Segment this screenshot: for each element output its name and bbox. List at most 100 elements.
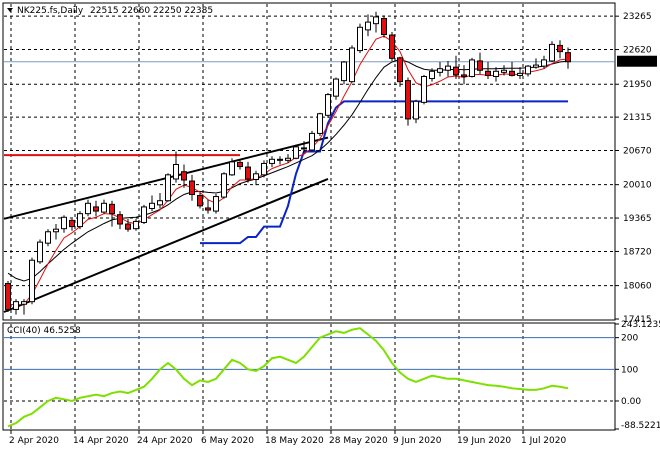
y-tick-label: 20670 <box>623 146 652 156</box>
price-axis: 23265 22620 21950 21315 20670 20010 19365 18720… <box>615 12 652 325</box>
candle-bull <box>85 202 91 215</box>
candle-bull <box>445 65 451 71</box>
candle-bear <box>565 52 571 63</box>
support-step-line <box>200 100 568 245</box>
cci-y-tick-label: 0.00 <box>621 397 641 407</box>
candle-bull <box>525 65 531 75</box>
candle-bull <box>501 69 507 73</box>
symbol-label: NK225.fs,Daily <box>17 6 84 16</box>
candle-bull <box>469 59 475 77</box>
grid <box>4 4 614 319</box>
candle-bull <box>141 206 147 223</box>
candle-bear <box>389 34 395 59</box>
candle-bull <box>421 75 427 103</box>
candle-bear <box>109 203 115 215</box>
candle-bull <box>317 113 323 134</box>
candle-bear <box>93 206 99 212</box>
candle-bear <box>125 223 131 230</box>
current-price-tag <box>617 55 657 67</box>
candle-bear <box>461 74 467 77</box>
candle-bull <box>437 68 443 73</box>
candle-bull <box>325 94 331 116</box>
cci-y-tick-label: -88.5221 <box>621 421 660 431</box>
candle-bear <box>69 219 75 228</box>
cci-line <box>7 327 569 428</box>
x-tick-label: 19 Jun 2020 <box>457 436 511 446</box>
candle-bear <box>301 147 307 150</box>
y-tick-label: 18060 <box>623 282 652 292</box>
candle-bull <box>269 158 275 164</box>
candle-bear <box>189 180 195 196</box>
candle-bull <box>309 132 315 151</box>
candle-bear <box>181 171 187 181</box>
candle-bull <box>61 216 67 230</box>
lower-trendline <box>3 178 329 313</box>
symbol-triangle-icon[interactable] <box>7 8 13 12</box>
cci-y-tick-label: 243.1235 <box>621 320 660 330</box>
candle-bull <box>349 47 355 83</box>
candle-bull <box>253 173 259 180</box>
candle-bull <box>293 146 299 159</box>
candle-bull <box>21 301 27 305</box>
candle-bull <box>493 70 499 77</box>
cci-level-lines <box>4 337 614 402</box>
x-tick-label: 28 May 2020 <box>329 436 388 446</box>
candle-bull <box>333 78 339 97</box>
candle-bull <box>213 196 219 212</box>
main-panel-frame <box>2 2 616 321</box>
candle-bull <box>45 231 51 244</box>
candle-bear <box>405 80 411 120</box>
candle-bear <box>117 214 123 225</box>
cci-y-tick-label: 200 <box>621 334 638 344</box>
y-tick-label: 17415 <box>623 315 652 325</box>
candle-bull <box>229 161 235 176</box>
date-axis: 2 Apr 2020 14 Apr 2020 24 Apr 2020 6 May 20… <box>9 430 566 446</box>
candle-bull <box>261 162 267 176</box>
candle-bear <box>237 161 243 168</box>
x-tick-label: 14 Apr 2020 <box>73 436 129 446</box>
candle-bull <box>533 64 539 68</box>
candle-bear <box>5 283 11 310</box>
candle-bull <box>157 200 163 206</box>
candle-bull <box>29 259 35 303</box>
candle-bull <box>429 70 435 80</box>
y-tick-label: 21315 <box>623 113 652 123</box>
y-tick-label: 22620 <box>623 46 652 56</box>
candle-bull <box>165 174 171 202</box>
candle-bear <box>205 207 211 211</box>
candle-bull <box>517 72 523 76</box>
y-tick-label: 20010 <box>623 181 652 191</box>
candle-bull <box>285 157 291 161</box>
y-tick-label: 23265 <box>623 12 652 22</box>
cci-axis: 243.1235 200 100 0.00 -88.5221 <box>615 320 660 431</box>
x-tick-label: 1 Jul 2020 <box>521 436 566 446</box>
candle-bear <box>477 60 483 71</box>
candle-bear <box>197 195 203 207</box>
candle-bear <box>381 17 387 36</box>
candle-bear <box>485 70 491 76</box>
y-tick-label: 18720 <box>623 247 652 257</box>
x-tick-label: 6 May 2020 <box>201 436 254 446</box>
candle-bull <box>37 241 43 263</box>
candle-bull <box>149 202 155 209</box>
candle-bull <box>133 220 139 230</box>
candle-bull <box>549 43 555 62</box>
candle-bear <box>453 66 459 76</box>
cci-label: CCI(40) 46.5258 <box>7 326 81 336</box>
candle-bull <box>357 26 363 52</box>
candle-bull <box>277 158 283 161</box>
x-tick-label: 2 Apr 2020 <box>9 436 59 446</box>
x-tick-label: 24 Apr 2020 <box>137 436 193 446</box>
candle-bull <box>221 173 227 198</box>
candle-bull <box>341 61 347 82</box>
candle-bull <box>373 16 379 25</box>
trend-and-level-lines <box>3 61 614 313</box>
candle-bear <box>245 166 251 180</box>
y-tick-label: 19365 <box>623 214 652 224</box>
candle-bear <box>509 70 515 76</box>
candle-bull <box>541 59 547 67</box>
candle-bull <box>173 163 179 180</box>
cci-y-tick-label: 100 <box>621 365 638 375</box>
